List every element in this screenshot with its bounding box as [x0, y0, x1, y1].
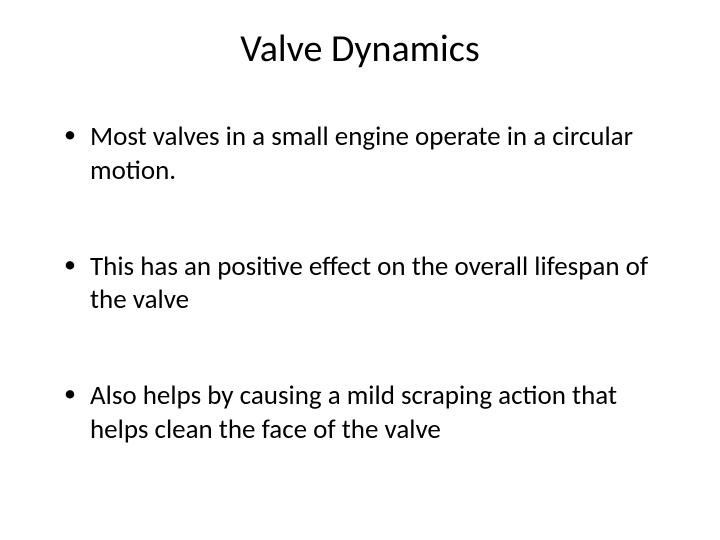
bullet-item: This has an positive effect on the overa…: [64, 250, 680, 318]
slide-container: Valve Dynamics Most valves in a small en…: [0, 0, 720, 540]
slide-title: Valve Dynamics: [40, 26, 680, 72]
bullet-item: Also helps by causing a mild scraping ac…: [64, 379, 680, 447]
bullet-list: Most valves in a small engine operate in…: [40, 120, 680, 447]
bullet-item: Most valves in a small engine operate in…: [64, 120, 680, 188]
